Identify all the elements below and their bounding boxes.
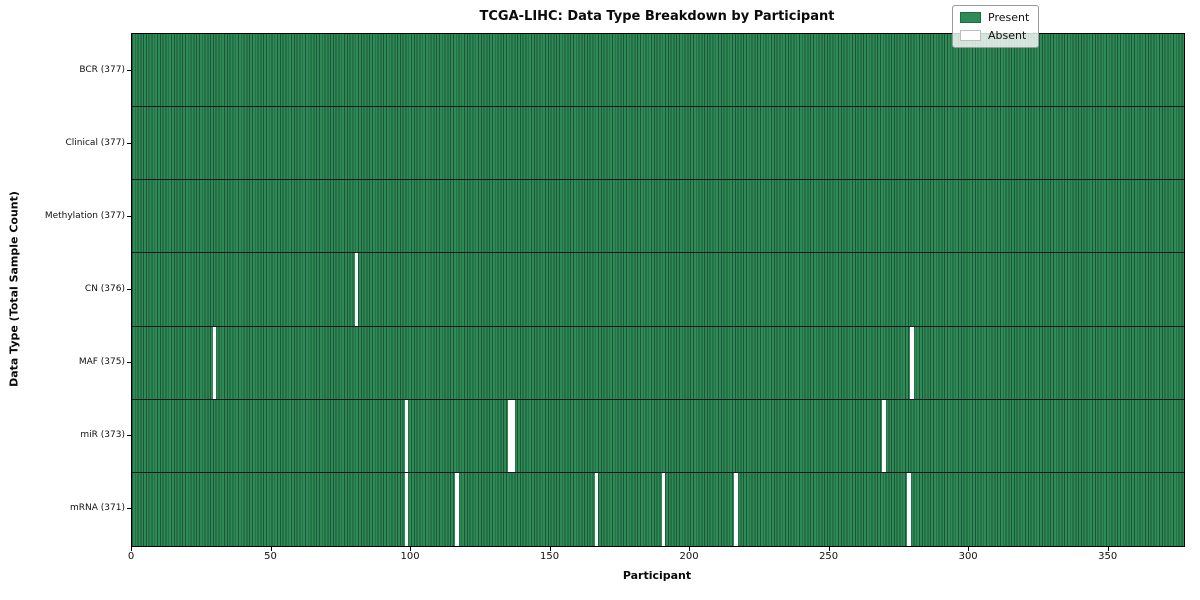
x-tick-mark [1107, 546, 1109, 551]
heatmap-row-CN [132, 253, 1184, 327]
x-axis-title: Participant [622, 569, 692, 582]
y-tick-mark [127, 289, 131, 290]
y-tick-label-BCR: BCR (377) [79, 64, 125, 75]
y-tick-label-MAF: MAF (375) [78, 357, 125, 368]
y-tick-mark [127, 69, 131, 71]
absent-cell-miR-269 [882, 399, 886, 472]
heatmap-row-MAF [132, 326, 1184, 400]
legend-label-absent: Absent [988, 29, 1027, 42]
y-tick-label-mRNA: mRNA (371) [70, 503, 125, 514]
x-tick-mark [968, 546, 970, 551]
x-tick-label-0: 0 [127, 551, 135, 562]
absent-cell-mRNA-278 [907, 472, 911, 546]
x-tick-label-100: 100 [400, 551, 420, 562]
y-tick-mark [127, 215, 131, 217]
absent-cell-mRNA-98 [405, 472, 409, 546]
x-tick-mark [131, 546, 132, 551]
x-tick-label-350: 350 [1098, 551, 1118, 562]
absent-cell-mRNA-216 [734, 472, 738, 546]
y-tick-mark [127, 508, 131, 510]
x-tick-mark [828, 546, 830, 551]
absent-cell-miR-136 [511, 399, 515, 472]
absent-swatch-icon [960, 30, 981, 41]
absent-cell-mRNA-166 [594, 472, 599, 546]
y-tick-mark [127, 142, 131, 144]
x-tick-label-50: 50 [264, 551, 277, 562]
heatmap-row-miR [132, 399, 1184, 473]
legend-item-absent: Absent [960, 29, 1029, 42]
x-tick-label-200: 200 [679, 551, 699, 562]
x-tick-label-150: 150 [540, 551, 560, 562]
legend-label-present: Present [988, 11, 1030, 24]
absent-cell-mRNA-116 [455, 472, 459, 546]
x-tick-mark [689, 546, 691, 551]
heatmap-row-Clinical [132, 107, 1184, 181]
absent-cell-miR-98 [405, 399, 409, 472]
x-tick-mark [270, 546, 272, 551]
y-tick-label-Methylation: Methylation (377) [44, 210, 125, 221]
y-tick-mark [127, 362, 131, 364]
y-tick-mark [127, 435, 131, 437]
y-tick-label-miR: miR (373) [80, 430, 125, 441]
y-axis-title: Data Type (Total Sample Count) [7, 191, 21, 387]
chart-title: TCGA-LIHC: Data Type Breakdown by Partic… [479, 9, 835, 24]
legend: Present Absent [952, 5, 1040, 48]
x-tick-mark [549, 546, 551, 551]
y-tick-label-CN: CN (376) [84, 284, 125, 294]
x-tick-mark [410, 546, 412, 551]
legend-item-present: Present [960, 11, 1029, 24]
absent-cell-MAF-29 [212, 326, 216, 399]
absent-cell-mRNA-190 [661, 472, 666, 546]
y-tick-label-Clinical: Clinical (377) [65, 137, 125, 148]
x-tick-label-250: 250 [819, 551, 839, 562]
absent-cell-miR-135 [508, 399, 512, 472]
heatmap-row-Methylation [132, 180, 1184, 254]
absent-cell-MAF-279 [910, 326, 914, 399]
heatmap-plot [131, 33, 1185, 547]
absent-cell-CN-80 [354, 253, 359, 326]
present-swatch-icon [960, 12, 981, 23]
x-tick-label-300: 300 [958, 551, 978, 562]
heatmap-row-mRNA [132, 472, 1184, 546]
